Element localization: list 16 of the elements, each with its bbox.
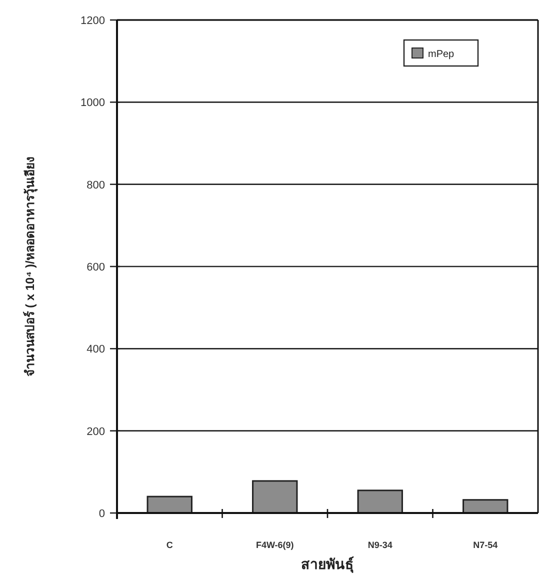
- y-tick-label: 1200: [80, 15, 105, 27]
- y-tick-label: 0: [98, 508, 105, 520]
- x-tick-label: C: [166, 540, 174, 550]
- bar: [357, 490, 403, 514]
- x-axis-title: สายพันธุ์: [301, 556, 354, 573]
- y-tick-label: 800: [86, 179, 105, 192]
- y-tick-label: 1000: [80, 97, 105, 110]
- y-tick-label: 600: [86, 262, 105, 274]
- x-tick-label: F4W-6(9): [256, 540, 294, 550]
- y-tick-label: 200: [86, 426, 105, 438]
- y-axis-title: จำนวนสปอร์ ( x 10⁴ )/หลอดอาหารวุ้นเอียง: [23, 156, 38, 376]
- legend-label: mPep: [428, 49, 455, 60]
- y-tick-label: 400: [86, 344, 105, 356]
- bar: [252, 480, 298, 514]
- x-tick-label: N9-34: [368, 540, 392, 550]
- x-tick-label: N7-54: [473, 540, 498, 550]
